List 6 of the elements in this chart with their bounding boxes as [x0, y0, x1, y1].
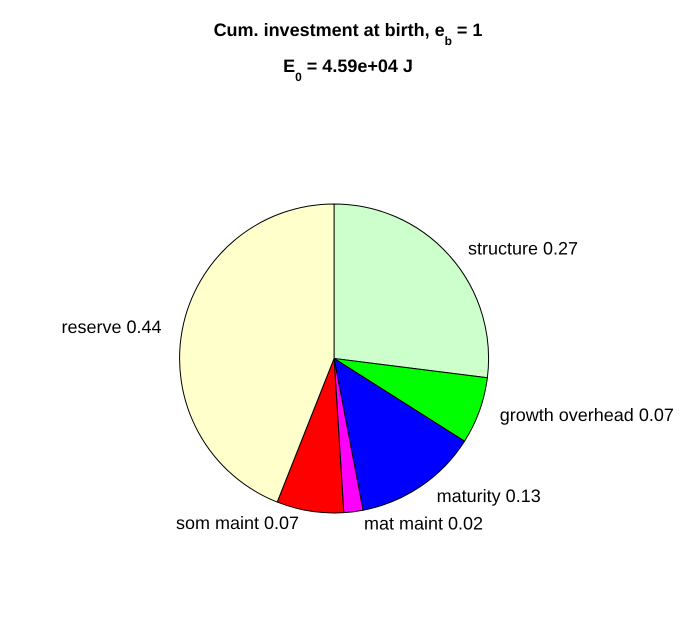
slice-label: structure 0.27: [468, 238, 578, 258]
slice-label: reserve 0.44: [61, 317, 162, 338]
slice-label: som maint 0.07: [176, 512, 300, 533]
slice-label: mat maint 0.02: [364, 514, 484, 534]
slice-label: growth overhead 0.07: [500, 404, 674, 425]
slice-label: maturity 0.13: [436, 486, 541, 506]
